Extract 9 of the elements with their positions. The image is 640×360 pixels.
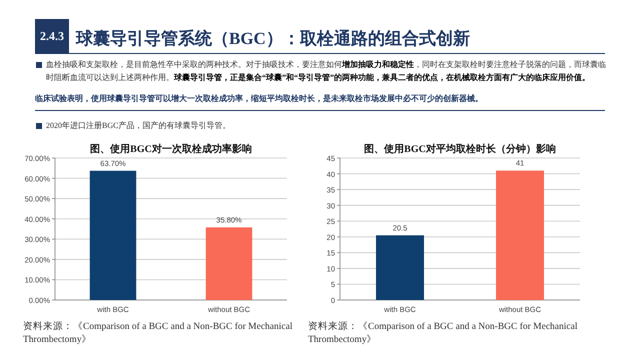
text: 2020年进口注册BGC产品，国产的有球囊导引导管。: [46, 120, 232, 132]
text: 血栓抽吸和支架取栓，是目前急性卒中采取的两种技术。对于抽吸技术，要注意如何增加抽吸力和稳定性，同时在支架取栓时要注意栓子脱落的问题，而球囊临时阻断血流可以达到上述两种作用。球囊导引导管，正是集合“球囊”和“导引导管”的两种功能，兼具二者的优点，在机械取栓方面有广大的临床应用价值。: [46, 60, 606, 82]
chart-title: 图、使用BGC对平均取栓时长（分钟）影响: [363, 142, 557, 156]
text: 球囊导引导管系统（BGC）：取栓通路的组合式创新: [76, 28, 471, 50]
text: 资料来源：《Comparison of a BGC and a Non-BGC for Mechanical Thrombectomy》: [23, 321, 293, 347]
text: 资料来源：《Comparison of a BGC and a Non-BGC for Mechanical Thrombectomy》: [308, 321, 578, 347]
text: 2.4.3: [35, 19, 69, 53]
chart-title: 图、使用BGC对一次取栓成功率影响: [89, 142, 253, 156]
text: 临床试验表明，使用球囊导引导管可以增大一次取栓成功率，缩短平均取栓时长，是未来取栓市场发展中必不可少的创新器械。: [35, 93, 484, 105]
